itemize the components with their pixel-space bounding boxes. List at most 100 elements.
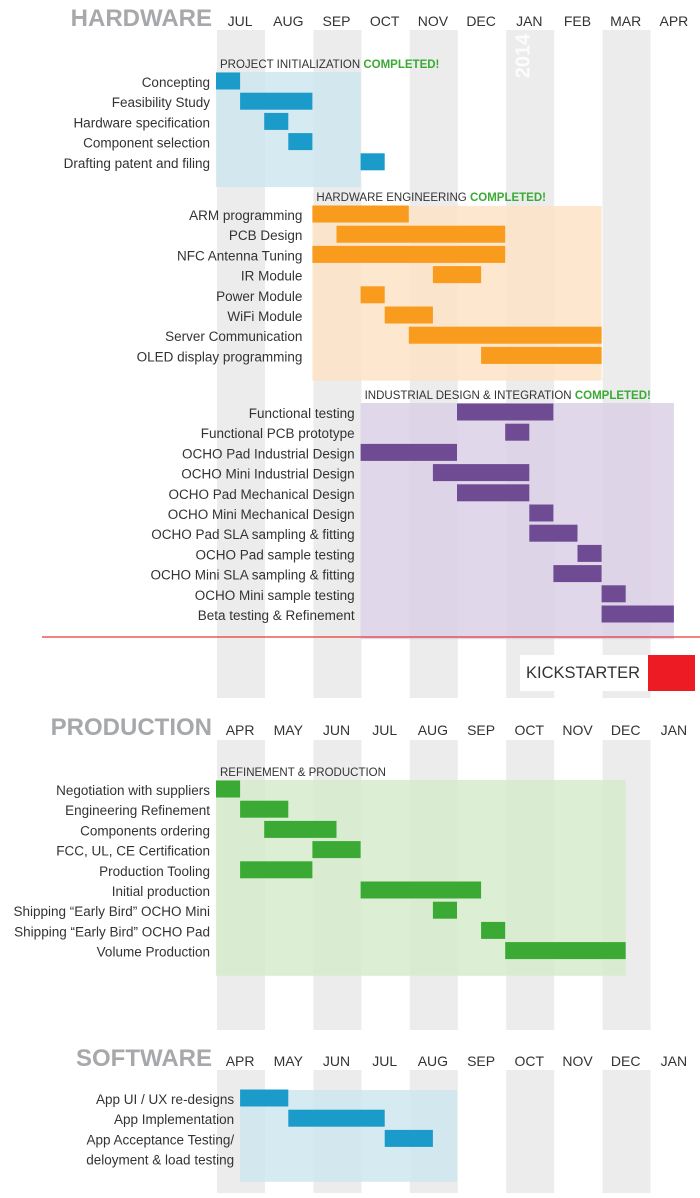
software-month-label: JAN	[661, 1053, 687, 1069]
production-group-0-task-bar	[312, 841, 361, 859]
production-month-label: MAY	[274, 722, 304, 738]
software-month-label: AUG	[418, 1053, 448, 1069]
hardware-group-2-task-bar	[601, 605, 674, 623]
hardware-group-0-task-label: Component selection	[83, 136, 210, 151]
hardware-group-1-task-bar	[384, 306, 433, 324]
production-month-label: AUG	[418, 722, 448, 738]
hardware-group-2-task-bar	[432, 464, 530, 482]
hardware-group-0-task-bar	[216, 72, 241, 90]
software-month-stripe	[506, 1070, 555, 1193]
hardware-group-2-task-bar	[505, 423, 530, 441]
hardware-group-1-task-label: NFC Antenna Tuning	[177, 248, 302, 263]
hardware-group-0-status: COMPLETED!	[363, 59, 439, 71]
hardware-month-label: FEB	[564, 13, 591, 29]
hardware-group-2-task-bar	[360, 443, 457, 461]
hardware-group-2-task-bar	[553, 565, 602, 583]
production-group-0-task-bar	[240, 861, 313, 879]
hardware-group-1-task-label: Server Communication	[165, 329, 302, 344]
hardware-group-2-task-label: OCHO Pad sample testing	[196, 547, 355, 562]
production-group-0-task-bar	[240, 800, 289, 818]
hardware-group-2-task-label: OCHO Pad Mechanical Design	[169, 487, 355, 502]
hardware-group-1-task-bar	[312, 205, 409, 223]
hardware-group-1-task-bar	[432, 266, 482, 284]
hardware-month-label: NOV	[418, 13, 449, 29]
hardware-group-2-task-label: OCHO Pad SLA sampling & fitting	[151, 527, 354, 542]
production-month-label: JUL	[372, 722, 397, 738]
hardware-group-0-task-bar	[264, 112, 289, 130]
hardware-group-2-title-text: INDUSTRIAL DESIGN & INTEGRATION	[365, 390, 575, 402]
software-group-0-task-bar	[288, 1109, 385, 1127]
software-month-stripe	[602, 1070, 651, 1193]
production-group-0-task-bar	[432, 901, 457, 919]
production-month-label: SEP	[467, 722, 495, 738]
production-group-0-task-bar	[264, 820, 337, 838]
production-group-0-task-label: Volume Production	[97, 945, 210, 960]
hardware-group-1-task-bar	[336, 225, 506, 243]
software-group-0-task-label: deloyment & load testing	[86, 1153, 234, 1168]
hardware-group-1-task-bar	[312, 245, 506, 263]
software-month-label: NOV	[562, 1053, 593, 1069]
hardware-group-1-task-label: Power Module	[216, 289, 302, 304]
production-group-0-task-label: Components ordering	[80, 823, 210, 838]
hardware-group-1-status: COMPLETED!	[470, 192, 546, 204]
hardware-group-1-task-bar	[360, 286, 385, 304]
software-month-label: SEP	[467, 1053, 495, 1069]
hardware-group-0-title: PROJECT INITIALIZATION COMPLETED!	[220, 59, 439, 71]
production-month-label: APR	[226, 722, 255, 738]
software-group-0-task-label: App Implementation	[114, 1112, 234, 1127]
production-group-0-task-bar	[481, 921, 506, 939]
hardware-group-2-task-label: OCHO Mini Industrial Design	[181, 467, 354, 482]
hardware-group-2-task-label: OCHO Pad Industrial Design	[182, 446, 355, 461]
production-month-label: JUN	[323, 722, 350, 738]
hardware-month-label: JAN	[516, 13, 542, 29]
software-year-marker: 2015	[657, 1073, 679, 1118]
hardware-group-2-task-label: OCHO Mini sample testing	[195, 588, 355, 603]
hardware-group-0-task-label: Hardware specification	[73, 115, 210, 130]
hardware-group-1-title: HARDWARE ENGINEERING COMPLETED!	[316, 192, 546, 204]
production-group-0-task-label: Shipping “Early Bird” OCHO Pad	[14, 924, 210, 939]
production-group-0-task-label: Production Tooling	[99, 864, 210, 879]
hardware-group-2-task-bar	[577, 544, 602, 562]
hardware-group-1-task-label: IR Module	[241, 269, 303, 284]
software-month-label: JUN	[323, 1053, 350, 1069]
kickstarter-block	[648, 655, 695, 691]
hardware-month-label: AUG	[273, 13, 303, 29]
production-group-0-task-bar	[505, 942, 626, 960]
production-group-0-task-bar	[360, 881, 482, 899]
hardware-group-2-title: INDUSTRIAL DESIGN & INTEGRATION COMPLETE…	[365, 390, 651, 402]
hardware-group-0-task-label: Feasibility Study	[112, 95, 211, 110]
hardware-section-heading: HARDWARE	[71, 5, 212, 32]
hardware-group-0-task-label: Concepting	[142, 75, 210, 90]
software-group-0-task-bar	[384, 1129, 433, 1147]
hardware-month-label: JUL	[228, 13, 253, 29]
hardware-group-0-task-bar	[240, 92, 313, 110]
production-group-0-task-label: Engineering Refinement	[65, 803, 210, 818]
hardware-group-2-task-bar	[601, 585, 626, 603]
production-month-label: JAN	[661, 722, 687, 738]
production-month-label: OCT	[515, 722, 545, 738]
software-month-label: APR	[226, 1053, 255, 1069]
hardware-group-0-task-bar	[288, 133, 313, 151]
hardware-group-1-task-label: OLED display programming	[137, 349, 303, 364]
production-group-0-title-text: REFINEMENT & PRODUCTION	[220, 767, 386, 779]
hardware-group-2-task-label: Functional testing	[249, 406, 355, 421]
production-month-label: DEC	[611, 722, 641, 738]
hardware-group-0-task-label: Drafting patent and filing	[64, 156, 210, 171]
hardware-group-2-task-label: Functional PCB prototype	[201, 426, 355, 441]
hardware-group-2-task-label: OCHO Mini SLA sampling & fitting	[151, 568, 355, 583]
production-group-0-task-label: Initial production	[112, 884, 210, 899]
hardware-group-1-task-label: PCB Design	[229, 228, 303, 243]
software-month-label: OCT	[515, 1053, 545, 1069]
software-group-0-task-label: App UI / UX re-designs	[96, 1092, 234, 1107]
production-group-0-task-label: Shipping “Early Bird” OCHO Mini	[13, 904, 210, 919]
hardware-year-marker: 2014	[512, 33, 534, 78]
hardware-group-1-title-text: HARDWARE ENGINEERING	[316, 192, 470, 204]
production-section-heading: PRODUCTION	[51, 714, 212, 741]
hardware-month-label: SEP	[322, 13, 350, 29]
hardware-group-2-task-label: OCHO Mini Mechanical Design	[168, 507, 355, 522]
hardware-group-0-title-text: PROJECT INITIALIZATION	[220, 59, 363, 71]
hardware-group-2-task-bar	[457, 403, 554, 421]
software-group-0-task-bar	[240, 1089, 289, 1107]
hardware-group-1-task-label: WiFi Module	[227, 309, 302, 324]
production-group-0-task-label: Negotiation with suppliers	[56, 783, 210, 798]
